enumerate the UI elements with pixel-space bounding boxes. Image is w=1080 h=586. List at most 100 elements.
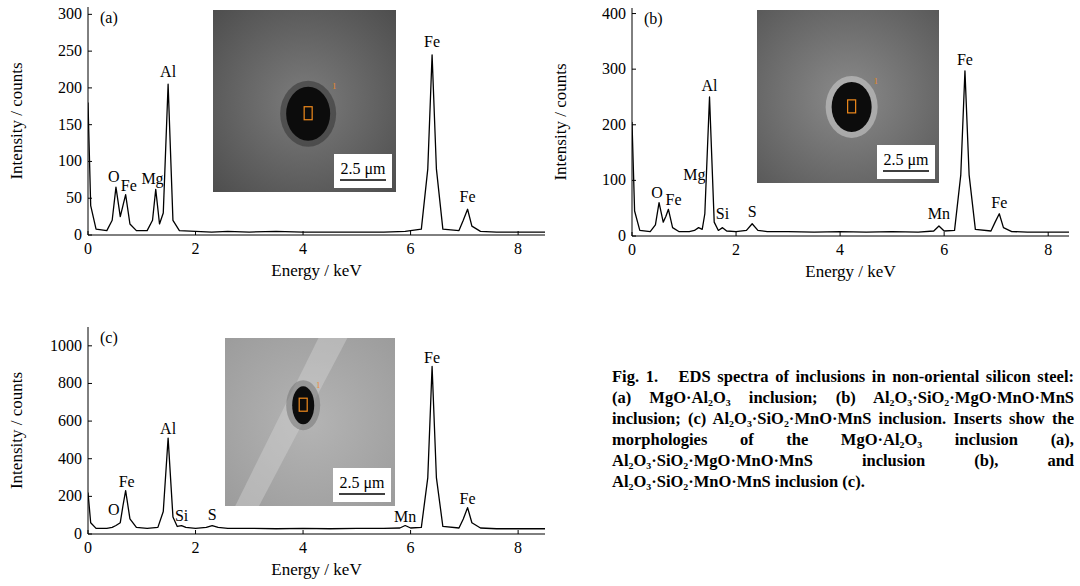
y-axis-title: Intensity / counts [551,63,570,180]
scale-bar [340,179,386,180]
peak-label: Fe [666,191,682,208]
x-tick [195,530,196,534]
peak-label: S [208,506,217,523]
scale-bar-box [877,145,935,179]
inset-background [213,10,396,192]
inset-stripe [235,338,347,506]
x-tick [518,530,519,534]
peak-label: Mn [394,508,416,525]
y-tick-label: 200 [602,116,626,133]
y-axis-title: Intensity / counts [7,62,26,179]
peak-label: Fe [121,177,137,194]
analysis-spot [848,100,856,113]
y-tick [88,87,92,88]
x-axis-title: Energy / keV [271,261,362,280]
peak-label: Al [702,77,719,94]
peak-label: Fe [957,51,973,68]
spot-label: 1 [316,381,320,390]
spot-label: 1 [332,82,336,91]
peak-label: Fe [119,473,135,490]
panel-label: (c) [100,329,118,347]
peak-label: O [651,184,663,201]
x-axis [88,534,545,535]
peak-label: Mg [683,166,705,184]
y-tick-label: 400 [58,450,82,467]
y-tick [88,458,92,459]
y-tick-label: 100 [602,171,626,188]
inclusion-halo [286,380,320,430]
peak-label: Fe [460,188,476,205]
y-tick-label: 0 [618,227,626,244]
panel: 010020030040002468Energy / keVIntensity … [551,5,1069,281]
inset-image: 1 2.5 μm [213,10,396,192]
y-tick-label: 400 [602,5,626,22]
x-tick-label: 8 [514,539,522,556]
y-tick [88,235,92,236]
inclusion [832,82,872,132]
x-tick-label: 6 [407,240,415,257]
inset-image: 12.5 μm [757,10,939,183]
y-tick-label: 0 [74,525,82,542]
x-tick-label: 6 [940,241,948,258]
x-tick-label: 0 [628,241,636,258]
panel: 0200400600800100002468Energy / keVIntens… [7,327,545,579]
x-tick [88,530,89,534]
scale-bar-box [334,154,392,188]
peak-label: Fe [424,349,440,366]
inclusion-halo [280,81,336,147]
y-tick-label: 200 [58,79,82,96]
inclusion [292,386,314,424]
y-axis-title: Intensity / counts [7,372,26,489]
x-axis-title: Energy / keV [271,560,362,579]
x-tick [410,231,411,235]
figure: 05010015020025030002468Energy / keVInten… [0,0,1080,586]
inset-background [225,338,395,506]
peak-label: S [748,203,757,220]
x-axis-title: Energy / keV [805,262,896,281]
inclusion-halo [826,76,878,138]
x-tick [944,232,945,236]
x-axis [88,235,545,236]
y-tick [88,51,92,52]
scale-bar-box [333,468,391,502]
analysis-spot [299,398,307,411]
caption-text: EDS spectra of inclusions in non-orienta… [612,367,1074,491]
panel-label: (a) [100,9,118,27]
peak-label: Mg [141,170,163,188]
y-tick [88,383,92,384]
x-tick-label: 4 [299,240,307,257]
y-tick-label: 50 [66,189,82,206]
y-tick [632,69,636,70]
peak-label: O [108,168,120,185]
x-tick [303,530,304,534]
x-tick-label: 8 [1044,241,1052,258]
y-tick [632,236,636,237]
panel: 05010015020025030002468Energy / keVInten… [7,5,545,280]
y-tick-label: 600 [58,412,82,429]
y-tick-label: 1000 [50,337,82,354]
inset-background [757,10,939,183]
x-tick-label: 2 [192,539,200,556]
y-tick-label: 0 [74,226,82,243]
panel-label: (b) [644,10,663,28]
peak-label: Al [160,63,177,80]
y-tick-label: 200 [58,487,82,504]
y-tick-label: 300 [602,60,626,77]
y-tick-label: 250 [58,42,82,59]
x-tick [410,530,411,534]
scale-bar-label: 2.5 μm [339,474,385,492]
peak-label: Si [175,507,189,524]
scale-bar-label: 2.5 μm [340,160,386,178]
y-tick-label: 300 [58,5,82,22]
x-tick [736,232,737,236]
inset-image: 1 2.5 μm [225,338,395,506]
peak-label: O [108,501,120,518]
y-tick [88,421,92,422]
y-tick [88,534,92,535]
scale-bar [339,493,385,494]
x-tick-label: 2 [732,241,740,258]
peak-label: Fe [424,33,440,50]
y-tick [632,13,636,14]
caption-label: Fig. 1. [612,367,658,386]
y-tick [88,14,92,15]
